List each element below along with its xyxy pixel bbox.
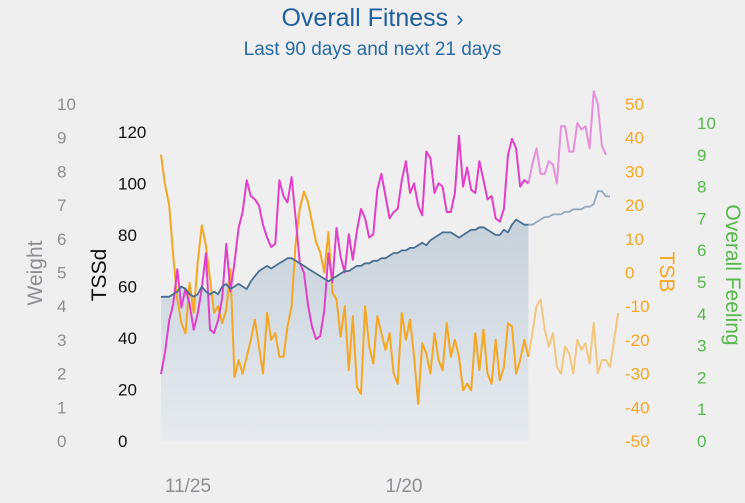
weight-axis-title: Weight [24,240,47,305]
tsb-axis-tick-label: -30 [625,365,650,384]
tssd-axis-tick-label: 80 [118,226,137,245]
chart-title-link[interactable]: Overall Fitness › [281,4,463,33]
tssd-axis-title: TSSd [88,249,111,302]
tsb-axis-tick-label: 10 [625,230,644,249]
tsb-axis-tick-label: -10 [625,297,650,316]
feeling-axis-tick-label: 2 [697,368,706,387]
weight-axis-tick-label: 2 [57,365,66,384]
tsb-axis-tick-label: 40 [625,129,644,148]
tssd-axis-tick-label: 20 [118,381,137,400]
tsb-line [160,154,530,405]
feeling-axis-tick-label: 4 [697,305,706,324]
x-tick-label: 1/20 [386,476,423,497]
weight-axis-tick-label: 7 [57,196,66,215]
tsb-axis-tick-label: 0 [625,264,634,283]
tsb-axis-tick-label: 50 [625,95,644,114]
feeling-axis-tick-label: 10 [697,114,716,133]
tsb-axis-tick-label: 20 [625,196,644,215]
weight-axis-tick-label: 1 [57,398,66,417]
weight-axis-tick-label: 0 [57,432,66,451]
feeling-axis-tick-label: 8 [697,178,706,197]
tssd-axis-tick-label: 120 [118,123,146,142]
tsb-axis-tick-label: -40 [625,398,650,417]
tsb-forecast-line [527,298,620,375]
tssd-axis-tick-label: 60 [118,278,137,297]
feeling-axis-tick-label: 9 [697,146,706,165]
weight-axis-tick-label: 6 [57,230,66,249]
tssd-axis-tick-label: 100 [118,175,146,194]
tsb-axis-tick-label: -50 [625,432,650,451]
feeling-axis-tick-label: 5 [697,273,706,292]
weight-axis-tick-label: 9 [57,129,66,148]
feeling-axis-tick-label: 3 [697,337,706,356]
feeling-axis-title: Overall Feeling [721,204,744,345]
tssd-forecast-line [528,190,610,226]
tssd-axis-tick-label: 40 [118,329,137,348]
weight-axis-tick-label: 5 [57,264,66,283]
weight-axis-tick-label: 4 [57,297,66,316]
chevron-right-icon: › [456,6,464,31]
weight-axis-tick-label: 8 [57,162,66,181]
weight-axis-tick-label: 3 [57,331,66,350]
feeling-axis-tick-label: 1 [697,400,706,419]
weight-axis-tick-label: 10 [57,95,76,114]
feeling-line [160,134,530,375]
feeling-axis-tick-label: 0 [697,432,706,451]
chart-subtitle: Last 90 days and next 21 days [243,39,502,60]
feeling-forecast-line [527,90,607,185]
tsb-axis-tick-label: 30 [625,162,644,181]
tssd-axis-tick-label: 0 [118,432,127,451]
tssd-area [161,219,529,441]
tssd-line [161,218,529,298]
feeling-axis-tick-label: 6 [697,241,706,260]
feeling-axis-tick-label: 7 [697,209,706,228]
tsb-axis-tick-label: -20 [625,331,650,350]
x-tick-label: 11/25 [165,476,211,497]
page-title: Overall Fitness [281,4,449,32]
tsb-axis-title: TSB [655,252,678,293]
